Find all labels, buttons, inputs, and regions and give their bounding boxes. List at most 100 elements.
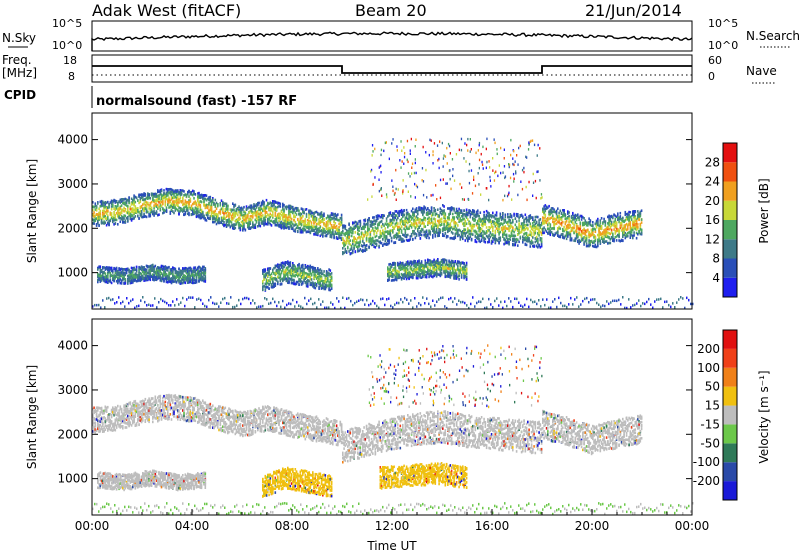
power-cell: [358, 243, 360, 246]
power-cell: [183, 202, 185, 206]
power-cell: [398, 228, 400, 232]
power-cell: [174, 206, 177, 210]
power-cell: [455, 210, 458, 214]
power-cell: [484, 237, 487, 241]
power-cell: [107, 275, 109, 279]
power-cell: [349, 226, 352, 229]
power-cell: [243, 213, 245, 217]
power-cell: [392, 221, 394, 225]
power-cell: [487, 229, 489, 233]
power-cell: [288, 212, 290, 216]
power-cell: [127, 204, 129, 208]
power-cell: [355, 245, 358, 248]
power-cell: [325, 234, 328, 237]
power-cell: [182, 210, 184, 213]
power-cell: [508, 219, 510, 223]
power-cell: [573, 223, 575, 227]
power-cell: [639, 214, 642, 218]
power-cell: [157, 190, 159, 194]
power-cell: [152, 197, 154, 201]
power-cell: [355, 241, 358, 245]
power-cell: [407, 212, 409, 216]
power-cell: [248, 226, 250, 229]
power-cell: [308, 227, 310, 231]
power-cell: [448, 225, 450, 228]
power-cell: [155, 205, 158, 208]
power-cell: [125, 201, 128, 204]
power-cell: [204, 204, 207, 207]
power-cell: [577, 213, 579, 216]
power-cell: [380, 214, 383, 217]
power-cell: [178, 210, 180, 213]
power-cell: [453, 220, 455, 223]
power-cell: [174, 200, 177, 203]
power-cell: [365, 231, 368, 234]
power-cell: [198, 201, 200, 204]
power-cell: [197, 198, 199, 201]
power-cell: [475, 236, 478, 239]
power-cell: [370, 222, 373, 225]
power-cell: [217, 203, 219, 206]
power-cell: [470, 232, 473, 236]
power-cell: [353, 225, 355, 229]
power-cell: [298, 223, 300, 226]
power-cell: [275, 206, 278, 210]
power-cell: [344, 241, 347, 244]
power-cell: [139, 193, 142, 197]
power-cell: [154, 204, 157, 208]
power-cell: [175, 189, 178, 192]
power-cell: [259, 215, 262, 219]
power-cell: [468, 220, 470, 223]
power-cell: [503, 242, 505, 246]
power-cell: [622, 239, 624, 243]
power-cell: [124, 209, 127, 212]
power-cell: [348, 231, 350, 234]
power-cell: [149, 211, 152, 214]
power-cell: [615, 225, 618, 228]
power-cell: [402, 233, 404, 236]
power-cell: [518, 240, 520, 244]
power-cell: [429, 212, 432, 215]
power-cell: [94, 217, 97, 220]
power-cell: [214, 203, 217, 206]
power-cell: [499, 223, 502, 227]
power-cell: [129, 205, 132, 209]
power-cell: [312, 227, 314, 230]
power-cell: [174, 190, 177, 193]
power-cell: [485, 209, 488, 213]
power-cell: [285, 216, 288, 220]
power-cell: [425, 208, 428, 212]
power-cell: [210, 199, 213, 202]
power-cell: [459, 238, 462, 241]
power-cell: [275, 201, 278, 204]
power-cell: [568, 217, 570, 220]
power-cell: [193, 192, 195, 195]
power-cell: [313, 219, 315, 223]
power-cell: [104, 205, 107, 209]
power-cell: [330, 231, 333, 234]
power-cell: [509, 219, 512, 222]
power-cell: [482, 217, 484, 221]
power-cell: [364, 219, 367, 223]
power-cell: [633, 231, 635, 234]
power-cell: [257, 218, 259, 221]
power-cell: [384, 239, 387, 243]
power-cell: [452, 218, 454, 222]
power-cell: [228, 212, 230, 215]
power-cell: [103, 215, 105, 218]
power-cell: [319, 221, 322, 224]
power-cell: [207, 216, 209, 219]
power-cell: [114, 214, 117, 217]
power-cell: [369, 236, 372, 239]
power-cell: [315, 210, 318, 214]
power-cell: [222, 211, 224, 214]
power-cell: [507, 238, 509, 242]
power-cell: [405, 234, 408, 237]
power-cell: [109, 201, 112, 204]
power-cell: [143, 198, 145, 201]
power-cell: [288, 204, 290, 208]
power-cell: [202, 213, 204, 216]
power-cell: [113, 279, 115, 283]
power-cell: [430, 225, 433, 228]
power-cell: [332, 226, 334, 229]
